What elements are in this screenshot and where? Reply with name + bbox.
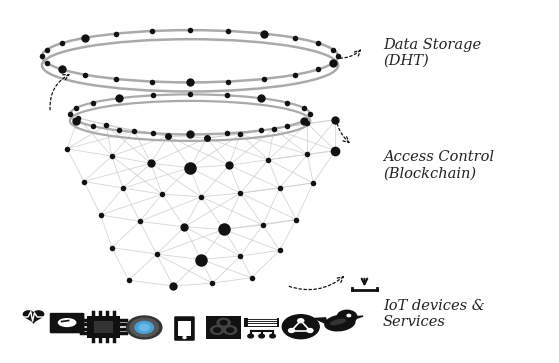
FancyBboxPatch shape: [244, 318, 279, 327]
Circle shape: [307, 329, 313, 333]
Circle shape: [211, 326, 224, 334]
Text: IoT devices &
Services: IoT devices & Services: [383, 299, 485, 329]
Circle shape: [214, 328, 221, 332]
Polygon shape: [23, 311, 44, 323]
Circle shape: [337, 310, 357, 323]
Polygon shape: [315, 318, 328, 324]
FancyBboxPatch shape: [50, 313, 84, 333]
Circle shape: [282, 315, 319, 339]
FancyBboxPatch shape: [87, 316, 120, 338]
Circle shape: [288, 329, 295, 333]
Circle shape: [127, 316, 162, 339]
Circle shape: [226, 328, 234, 332]
Circle shape: [139, 324, 149, 331]
Circle shape: [217, 318, 230, 327]
Circle shape: [220, 321, 227, 325]
Circle shape: [135, 322, 153, 333]
Circle shape: [298, 319, 304, 323]
FancyBboxPatch shape: [174, 316, 195, 341]
FancyBboxPatch shape: [178, 321, 191, 336]
Circle shape: [224, 326, 236, 334]
Circle shape: [130, 318, 159, 337]
Ellipse shape: [58, 318, 77, 327]
Circle shape: [347, 314, 350, 317]
Ellipse shape: [330, 318, 347, 325]
Circle shape: [248, 334, 253, 338]
Circle shape: [183, 337, 186, 338]
Polygon shape: [355, 316, 363, 318]
FancyBboxPatch shape: [94, 321, 112, 333]
FancyBboxPatch shape: [206, 316, 241, 339]
Ellipse shape: [324, 315, 356, 331]
Text: Access Control
(Blockchain): Access Control (Blockchain): [383, 150, 494, 180]
Circle shape: [259, 334, 264, 338]
Circle shape: [270, 334, 276, 338]
Text: Data Storage
(DHT): Data Storage (DHT): [383, 37, 481, 68]
